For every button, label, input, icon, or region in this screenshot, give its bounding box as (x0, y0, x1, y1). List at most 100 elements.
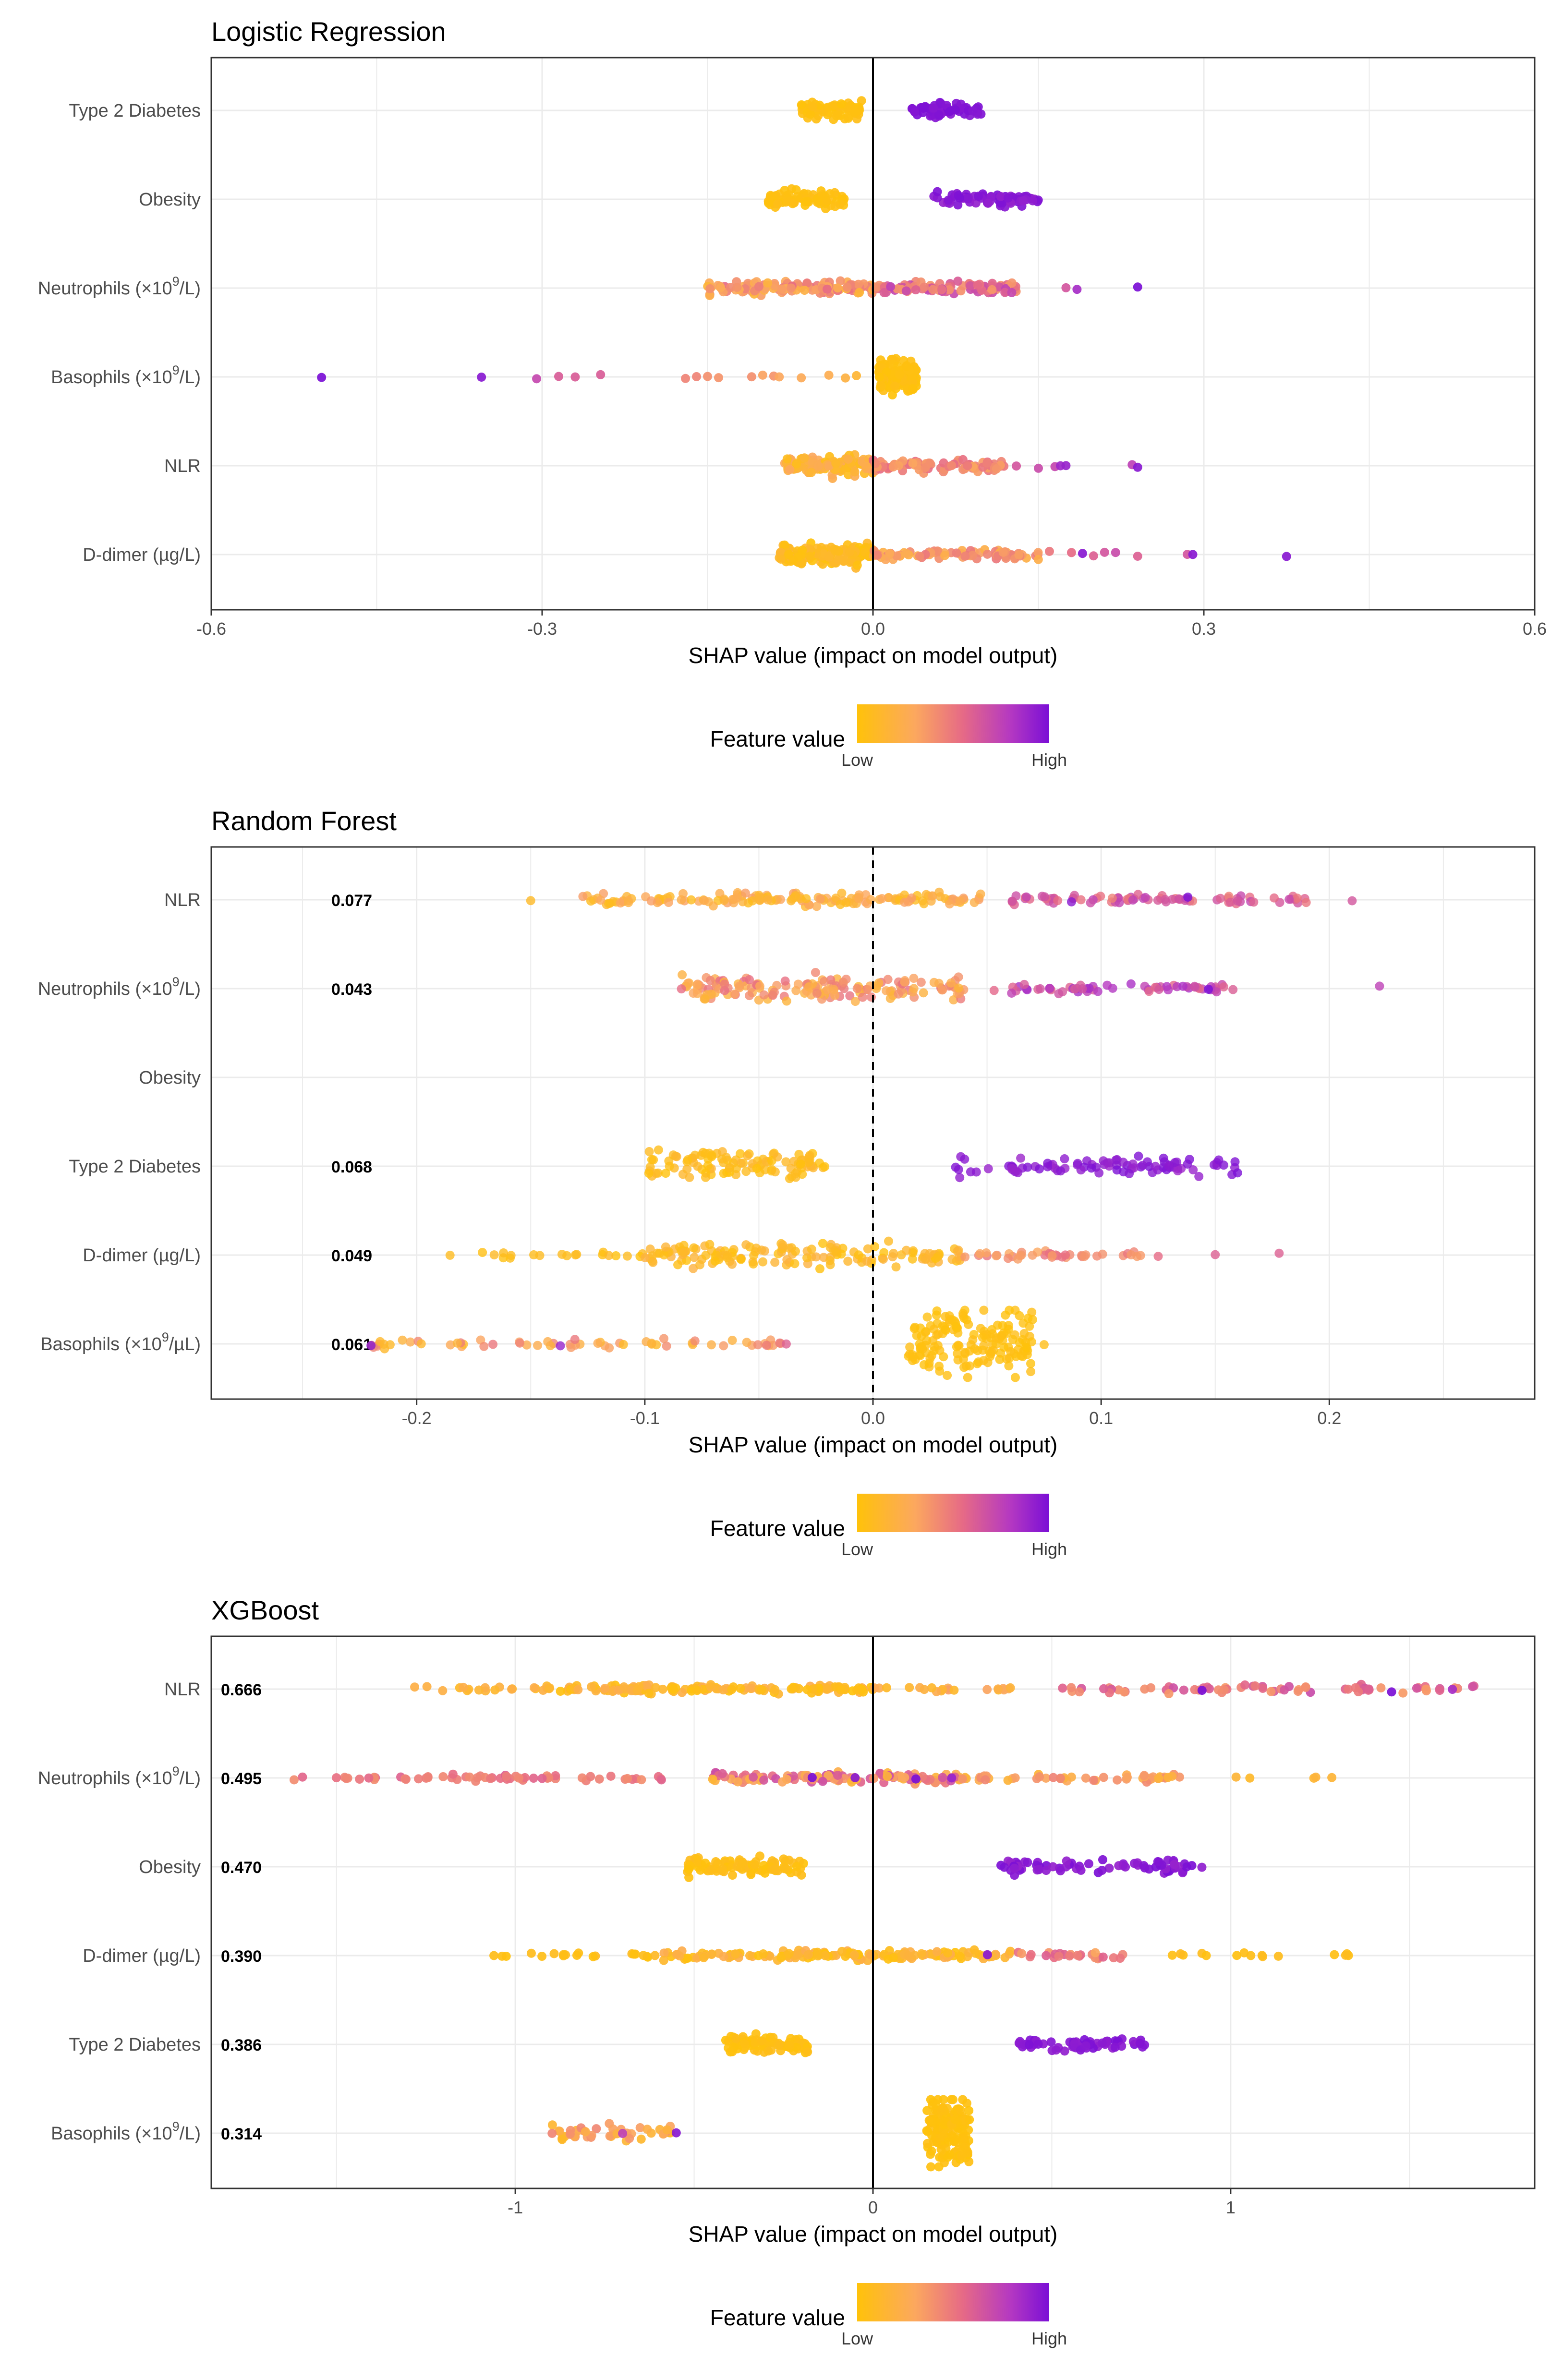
shap-point (742, 1151, 752, 1160)
shap-point (1040, 892, 1050, 902)
shap-point (1066, 1772, 1076, 1782)
shap-point (289, 1775, 299, 1785)
shap-point (1175, 1949, 1185, 1958)
shap-point (1190, 981, 1200, 991)
shap-point (945, 285, 954, 295)
shap-point (1188, 1165, 1198, 1175)
shap-point (893, 362, 902, 371)
shap-point (629, 1949, 639, 1959)
shap-point (964, 2125, 973, 2135)
shap-point (943, 1948, 953, 1958)
shap-point (776, 547, 785, 557)
shap-point (920, 282, 929, 292)
shap-point (943, 2152, 953, 2162)
shap-point (689, 1264, 698, 1273)
shap-point (836, 99, 846, 109)
feature-label: Obesity (139, 190, 201, 210)
shap-point (529, 1774, 538, 1783)
shap-point (926, 2150, 935, 2159)
shap-point (736, 1684, 745, 1693)
shap-point (703, 1161, 713, 1171)
shap-point (715, 889, 725, 898)
shap-point (850, 997, 860, 1006)
shap-point (946, 978, 956, 988)
shap-point (1343, 1684, 1353, 1694)
shap-point (1096, 892, 1105, 901)
shap-point (1010, 1863, 1019, 1873)
shap-point (833, 1771, 842, 1780)
shap-point (714, 373, 723, 383)
shap-point (1204, 985, 1213, 994)
shap-point (1250, 1681, 1260, 1691)
shap-point (549, 1949, 559, 1958)
shap-point (900, 897, 909, 907)
shap-point (998, 547, 1008, 557)
panel-xgboost: NLR 0.666 Neutrophils (×109/L) 0.495 Obesity… (38, 1635, 1536, 2217)
x-axis-label-xgboost: SHAP value (impact on model output) (689, 2222, 1058, 2247)
shap-point (708, 901, 718, 911)
shap-point (948, 2095, 958, 2104)
shap-point (648, 1257, 658, 1267)
shap-point (1078, 549, 1087, 558)
shap-point (863, 1244, 872, 1254)
shap-point (423, 1772, 433, 1782)
shap-point (343, 1773, 352, 1783)
shap-point (1097, 1866, 1107, 1875)
feature-label: Obesity (139, 1857, 201, 1877)
shap-point (976, 889, 985, 899)
shap-point (996, 192, 1006, 201)
shap-point (708, 1775, 717, 1784)
shap-point (1154, 1774, 1163, 1783)
shap-point (793, 979, 803, 989)
shap-point (892, 551, 902, 561)
shap-point (554, 372, 563, 381)
shap-point (707, 1866, 716, 1875)
shap-point (807, 1244, 816, 1254)
shap-point (736, 1149, 745, 1159)
legend-title: Feature value (710, 726, 845, 751)
shap-point (1042, 1951, 1051, 1960)
shap-point (1284, 894, 1294, 904)
shap-point (1144, 987, 1154, 996)
shap-point (837, 1946, 847, 1956)
shap-point (830, 100, 839, 110)
shap-point (677, 1688, 687, 1697)
shap-point (915, 552, 924, 561)
shap-point (854, 894, 863, 904)
shap-point (908, 1254, 917, 1264)
shap-point (1274, 1248, 1284, 1258)
shap-point (733, 2044, 742, 2054)
shap-point (1033, 548, 1043, 557)
shap-point (570, 372, 580, 382)
shap-point (954, 983, 963, 993)
shap-point (1128, 1159, 1138, 1169)
shap-point (992, 1251, 1001, 1261)
shap-point (945, 899, 955, 909)
shap-point (659, 1948, 669, 1958)
shap-point (1387, 1687, 1396, 1697)
shap-point (445, 1250, 455, 1260)
shap-point (831, 459, 841, 468)
shap-point (804, 1158, 813, 1167)
shap-point (792, 1861, 801, 1871)
shap-point (707, 1150, 716, 1160)
shap-point (570, 1250, 580, 1260)
shap-point (968, 551, 977, 560)
shap-point (793, 192, 802, 202)
shap-point (749, 1251, 759, 1260)
shap-point (866, 1950, 875, 1960)
shap-point (1258, 1683, 1268, 1693)
shap-point (1091, 1948, 1100, 1957)
shap-point (995, 1354, 1005, 1364)
shap-point (752, 1164, 762, 1173)
shap-point (741, 1240, 751, 1250)
shap-point (557, 2135, 567, 2144)
shap-point (932, 1947, 942, 1957)
shap-point (692, 372, 702, 381)
shap-point (1109, 1953, 1118, 1963)
shap-point (957, 1774, 967, 1784)
shap-point (1073, 1951, 1082, 1960)
shap-point (1126, 979, 1136, 989)
shap-point (1121, 1862, 1130, 1872)
shap-point (775, 2041, 784, 2050)
